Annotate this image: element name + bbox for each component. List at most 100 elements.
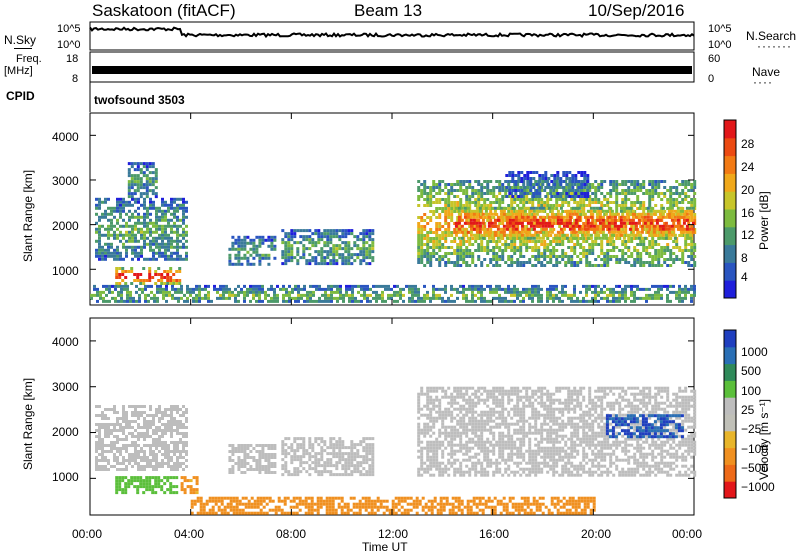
power-cell [646,230,650,234]
power-cell [610,221,614,225]
power-cell [478,236,482,240]
power-cell [438,216,442,219]
power-cell [562,180,566,183]
power-cell [648,198,652,201]
power-cell [293,232,297,236]
power-cell [525,225,529,228]
power-cell [182,257,185,261]
power-cell [423,255,427,258]
power-cell [514,209,518,213]
power-cell [556,215,560,219]
power-cell [281,241,285,245]
power-cell [110,254,113,258]
power-cell [128,224,131,228]
power-cell [125,251,128,255]
velocity-cell [122,459,125,462]
power-cell [586,227,590,231]
power-cell [615,198,619,201]
power-cell [287,238,291,242]
velocity-cell [293,449,297,453]
power-cell [516,246,520,249]
power-cell [654,219,658,222]
velocity-cell [255,450,259,453]
power-cell [489,228,493,231]
power-cell [490,224,494,228]
power-cell [667,233,671,237]
power-cell [426,216,430,219]
power-cell [639,201,643,204]
power-cell [99,293,102,297]
power-cell [666,296,669,300]
velocity-cell [119,453,122,456]
power-cell [592,227,596,231]
power-cell [580,189,584,192]
velocity-cell [149,405,152,408]
power-cell [489,249,493,252]
power-cell [447,183,451,186]
power-cell [116,233,119,237]
velocity-cell [167,444,170,447]
power-cell [583,192,587,195]
power-ytick: 3000 [52,174,79,188]
power-cell [329,232,333,236]
velocity-cell [180,488,184,492]
power-cell [290,250,294,254]
velocity-cell [302,440,306,444]
power-cell [601,236,605,240]
power-cell [460,236,464,240]
power-cell [568,212,572,216]
power-cell [287,250,291,254]
velocity-cell [299,455,303,459]
power-cell [684,284,687,288]
power-cell [541,215,545,219]
power-cell [526,180,530,183]
x-axis-label: Time UT [362,540,408,554]
velocity-cell [240,444,244,447]
power-cell [146,224,149,228]
power-cell [591,296,594,300]
power-cell [107,212,110,216]
power-region [127,162,158,199]
power-cell [682,230,686,234]
power-cell [438,258,442,261]
power-cell [155,227,158,231]
power-cell [234,256,238,260]
power-cell [326,253,330,257]
power-cell [472,221,476,225]
power-cell [612,293,615,297]
power-cell [287,256,291,260]
power-cell [657,186,661,189]
power-cell [110,224,113,228]
velocity-cell [164,450,167,453]
power-cell [634,215,638,219]
power-cell [426,222,430,225]
velocity-cell [122,429,125,432]
velocity-cell [155,429,158,432]
power-cell [465,264,469,267]
power-cell [323,250,327,254]
power-cell [582,204,586,207]
power-cell [621,296,624,300]
power-cell [312,299,315,303]
velocity-cell [137,417,140,420]
power-cell [152,257,155,261]
power-cell [167,218,170,222]
power-cell [151,192,155,196]
power-cell [423,249,427,252]
power-cell [651,293,654,297]
power-cell [615,246,619,249]
power-cell [547,183,551,186]
velocity-cell [273,447,277,450]
power-cell [648,246,652,249]
power-cell [107,248,110,252]
velocity-cell [137,414,140,417]
power-cell [396,290,399,294]
power-cell [591,284,594,288]
power-cell [631,218,635,222]
power-cell [117,299,120,303]
power-cell [219,287,222,291]
velocity-cell [158,405,161,408]
power-cell [161,242,164,246]
power-cell [609,240,613,243]
power-cell [531,204,535,207]
